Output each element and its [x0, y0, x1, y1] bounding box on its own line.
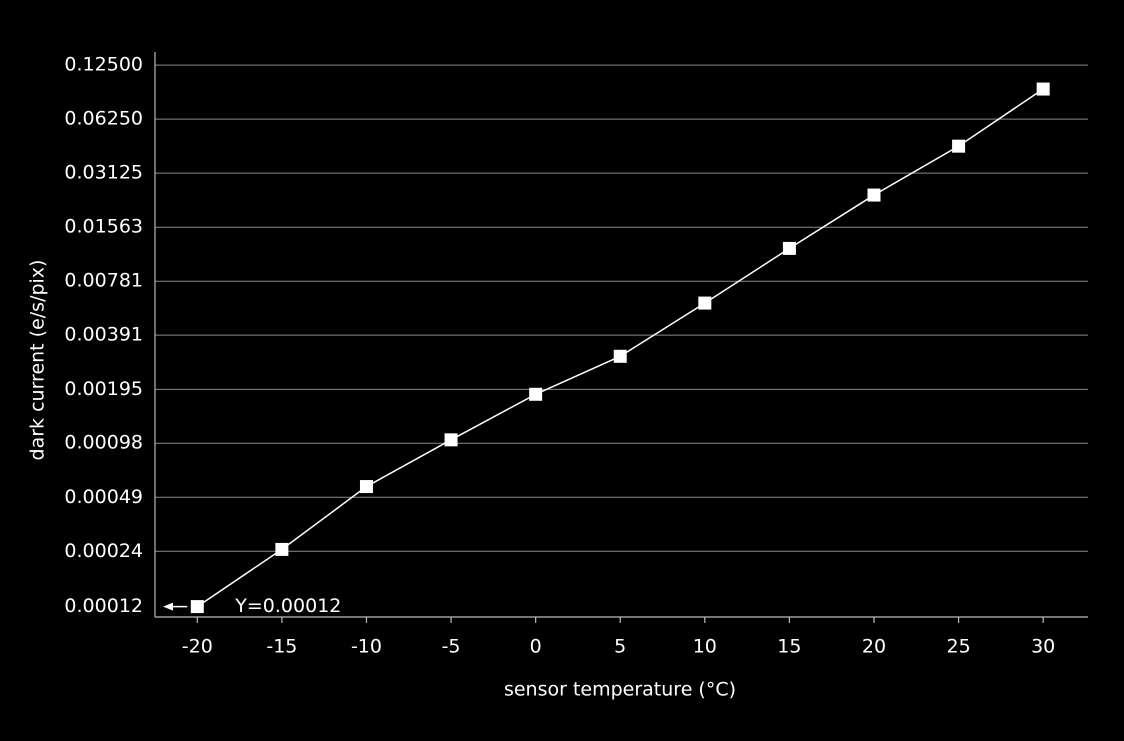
- x-tick-label: 25: [946, 636, 970, 658]
- data-point: [782, 241, 796, 255]
- data-point: [613, 349, 627, 363]
- x-tick-label: 15: [777, 636, 801, 658]
- y-tick-label: 0.00391: [64, 324, 143, 346]
- y-tick-label: 0.00195: [64, 378, 143, 400]
- data-point: [1036, 82, 1050, 96]
- data-point: [190, 600, 204, 614]
- y-axis-title: dark current (e/s/pix): [27, 260, 49, 461]
- x-tick-label: -10: [351, 636, 382, 658]
- x-tick-label: 30: [1031, 636, 1055, 658]
- y-tick-label: 0.00024: [64, 540, 143, 562]
- y-tick-label: 0.00098: [64, 432, 143, 454]
- y-tick-label: 0.12500: [64, 54, 143, 76]
- y-tick-label: 0.03125: [64, 162, 143, 184]
- x-tick-label: 10: [693, 636, 717, 658]
- data-point: [359, 480, 373, 494]
- x-tick-label: 5: [614, 636, 626, 658]
- y-tick-label: 0.00012: [64, 595, 143, 617]
- x-tick-label: -15: [266, 636, 297, 658]
- series-line: [196, 88, 1044, 608]
- y-tick-label: 0.01563: [64, 216, 143, 238]
- x-axis-title: sensor temperature (°C): [504, 679, 736, 701]
- data-point: [275, 542, 289, 556]
- y-tick-label: 0.00781: [64, 270, 143, 292]
- y-tick-label: 0.06250: [64, 108, 143, 130]
- annotation-arrowhead: [163, 602, 173, 611]
- data-point: [529, 387, 543, 401]
- data-point: [444, 433, 458, 447]
- x-tick-label: -5: [442, 636, 461, 658]
- x-tick-label: -20: [182, 636, 213, 658]
- x-tick-label: 20: [862, 636, 886, 658]
- data-point: [952, 139, 966, 153]
- y-tick-label: 0.00049: [64, 486, 143, 508]
- x-tick-label: 0: [530, 636, 542, 658]
- data-point: [867, 188, 881, 202]
- annotation: Y=0.00012: [234, 595, 341, 617]
- data-point: [698, 296, 712, 310]
